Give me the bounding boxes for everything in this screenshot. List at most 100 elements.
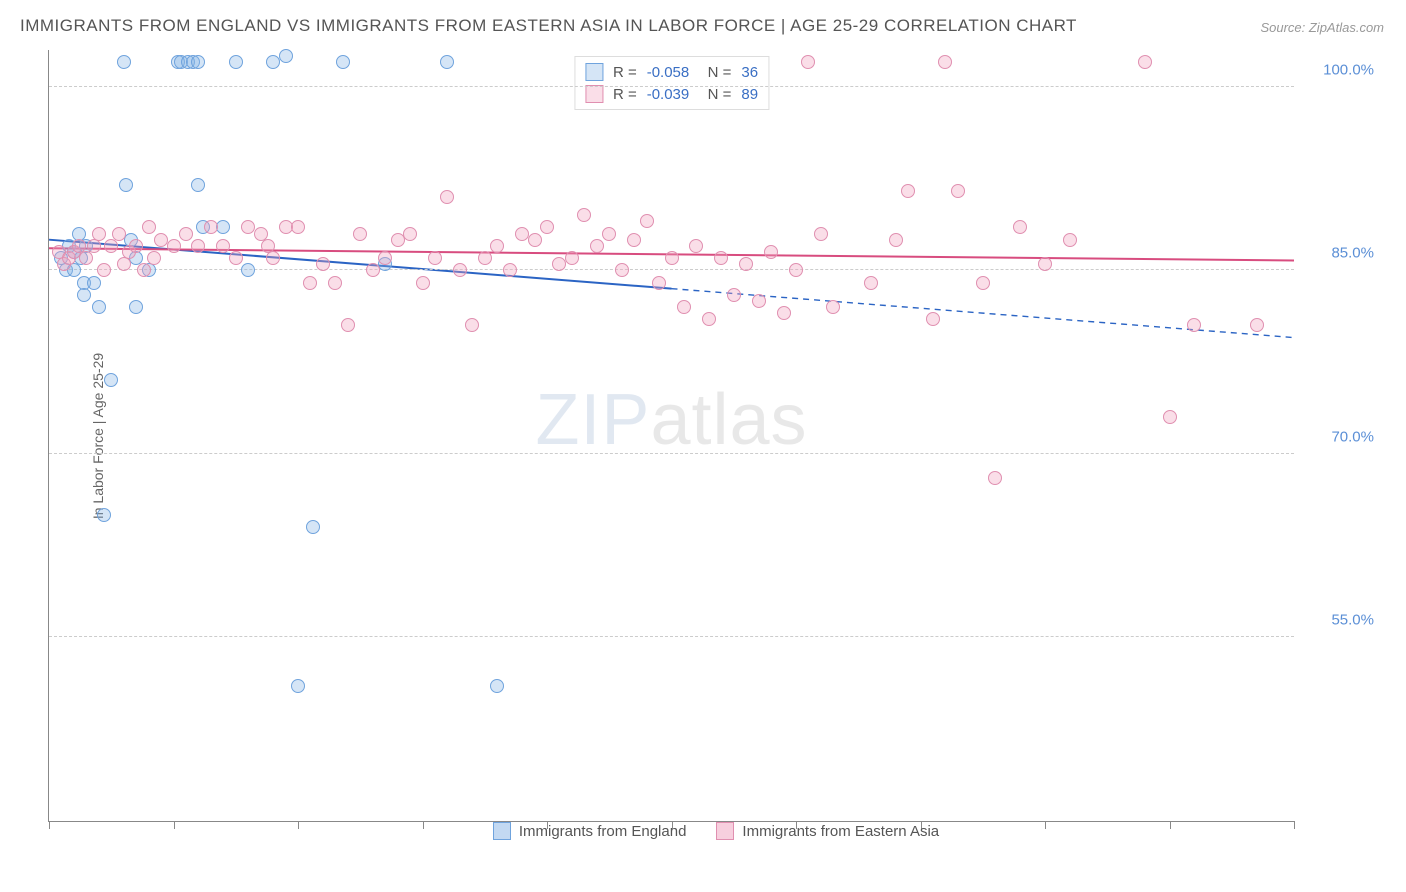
data-point [216,220,230,234]
data-point [336,55,350,69]
data-point [739,257,753,271]
data-point [117,55,131,69]
correlation-legend: R = -0.058 N = 36 R = -0.039 N = 89 [574,56,769,110]
legend-bottom-swatch-england [493,822,511,840]
data-point [241,263,255,277]
data-point [77,288,91,302]
data-point [926,312,940,326]
data-point [1187,318,1201,332]
data-point [565,251,579,265]
data-point [789,263,803,277]
data-point [490,239,504,253]
data-point [303,276,317,290]
data-point [104,239,118,253]
data-point [97,263,111,277]
data-point [87,239,101,253]
trend-lines [49,50,1294,821]
data-point [316,257,330,271]
legend-bottom-label-england: Immigrants from England [519,823,687,840]
data-point [590,239,604,253]
data-point [814,227,828,241]
data-point [677,300,691,314]
data-point [440,55,454,69]
data-point [97,508,111,522]
data-point [826,300,840,314]
data-point [104,373,118,387]
data-point [378,251,392,265]
data-point [306,520,320,534]
n-value-england: 36 [741,64,758,81]
data-point [615,263,629,277]
data-point [752,294,766,308]
data-point [403,227,417,241]
chart-container: In Labor Force | Age 25-29 ZIPatlas R = … [48,50,1384,842]
data-point [764,245,778,259]
legend-bottom-swatch-asia [716,822,734,840]
data-point [119,178,133,192]
data-point [440,190,454,204]
data-point [191,239,205,253]
r-value-england: -0.058 [647,64,690,81]
data-point [229,55,243,69]
data-point [117,257,131,271]
data-point [901,184,915,198]
n-value-asia: 89 [741,86,758,103]
data-point [602,227,616,241]
data-point [938,55,952,69]
data-point [204,220,218,234]
data-point [291,679,305,693]
data-point [79,251,93,265]
data-point [689,239,703,253]
r-value-asia: -0.039 [647,86,690,103]
data-point [142,220,156,234]
data-point [129,239,143,253]
data-point [453,263,467,277]
data-point [1013,220,1027,234]
data-point [777,306,791,320]
source-attribution: Source: ZipAtlas.com [1260,20,1384,35]
gridline-h [49,636,1294,637]
data-point [1038,257,1052,271]
data-point [179,227,193,241]
data-point [540,220,554,234]
data-point [465,318,479,332]
data-point [216,239,230,253]
data-point [366,263,380,277]
n-label: N = [699,64,731,81]
data-point [702,312,716,326]
data-point [528,233,542,247]
data-point [665,251,679,265]
data-point [1063,233,1077,247]
y-tick-label: 85.0% [1304,245,1374,262]
data-point [714,251,728,265]
data-point [640,214,654,228]
data-point [577,208,591,222]
data-point [147,251,161,265]
data-point [1163,410,1177,424]
data-point [112,227,126,241]
data-point [988,471,1002,485]
data-point [92,227,106,241]
legend-swatch-asia [585,85,603,103]
y-tick-label: 70.0% [1304,428,1374,445]
data-point [266,251,280,265]
data-point [416,276,430,290]
data-point [627,233,641,247]
watermark-thin: atlas [650,380,807,460]
plot-area: In Labor Force | Age 25-29 ZIPatlas R = … [48,50,1294,822]
data-point [191,178,205,192]
data-point [229,251,243,265]
data-point [951,184,965,198]
legend-row-england: R = -0.058 N = 36 [585,61,758,83]
data-point [727,288,741,302]
data-point [353,227,367,241]
data-point [503,263,517,277]
legend-swatch-england [585,63,603,81]
data-point [129,300,143,314]
data-point [137,263,151,277]
data-point [428,251,442,265]
r-label: R = [613,86,637,103]
gridline-h [49,269,1294,270]
data-point [889,233,903,247]
data-point [167,239,181,253]
